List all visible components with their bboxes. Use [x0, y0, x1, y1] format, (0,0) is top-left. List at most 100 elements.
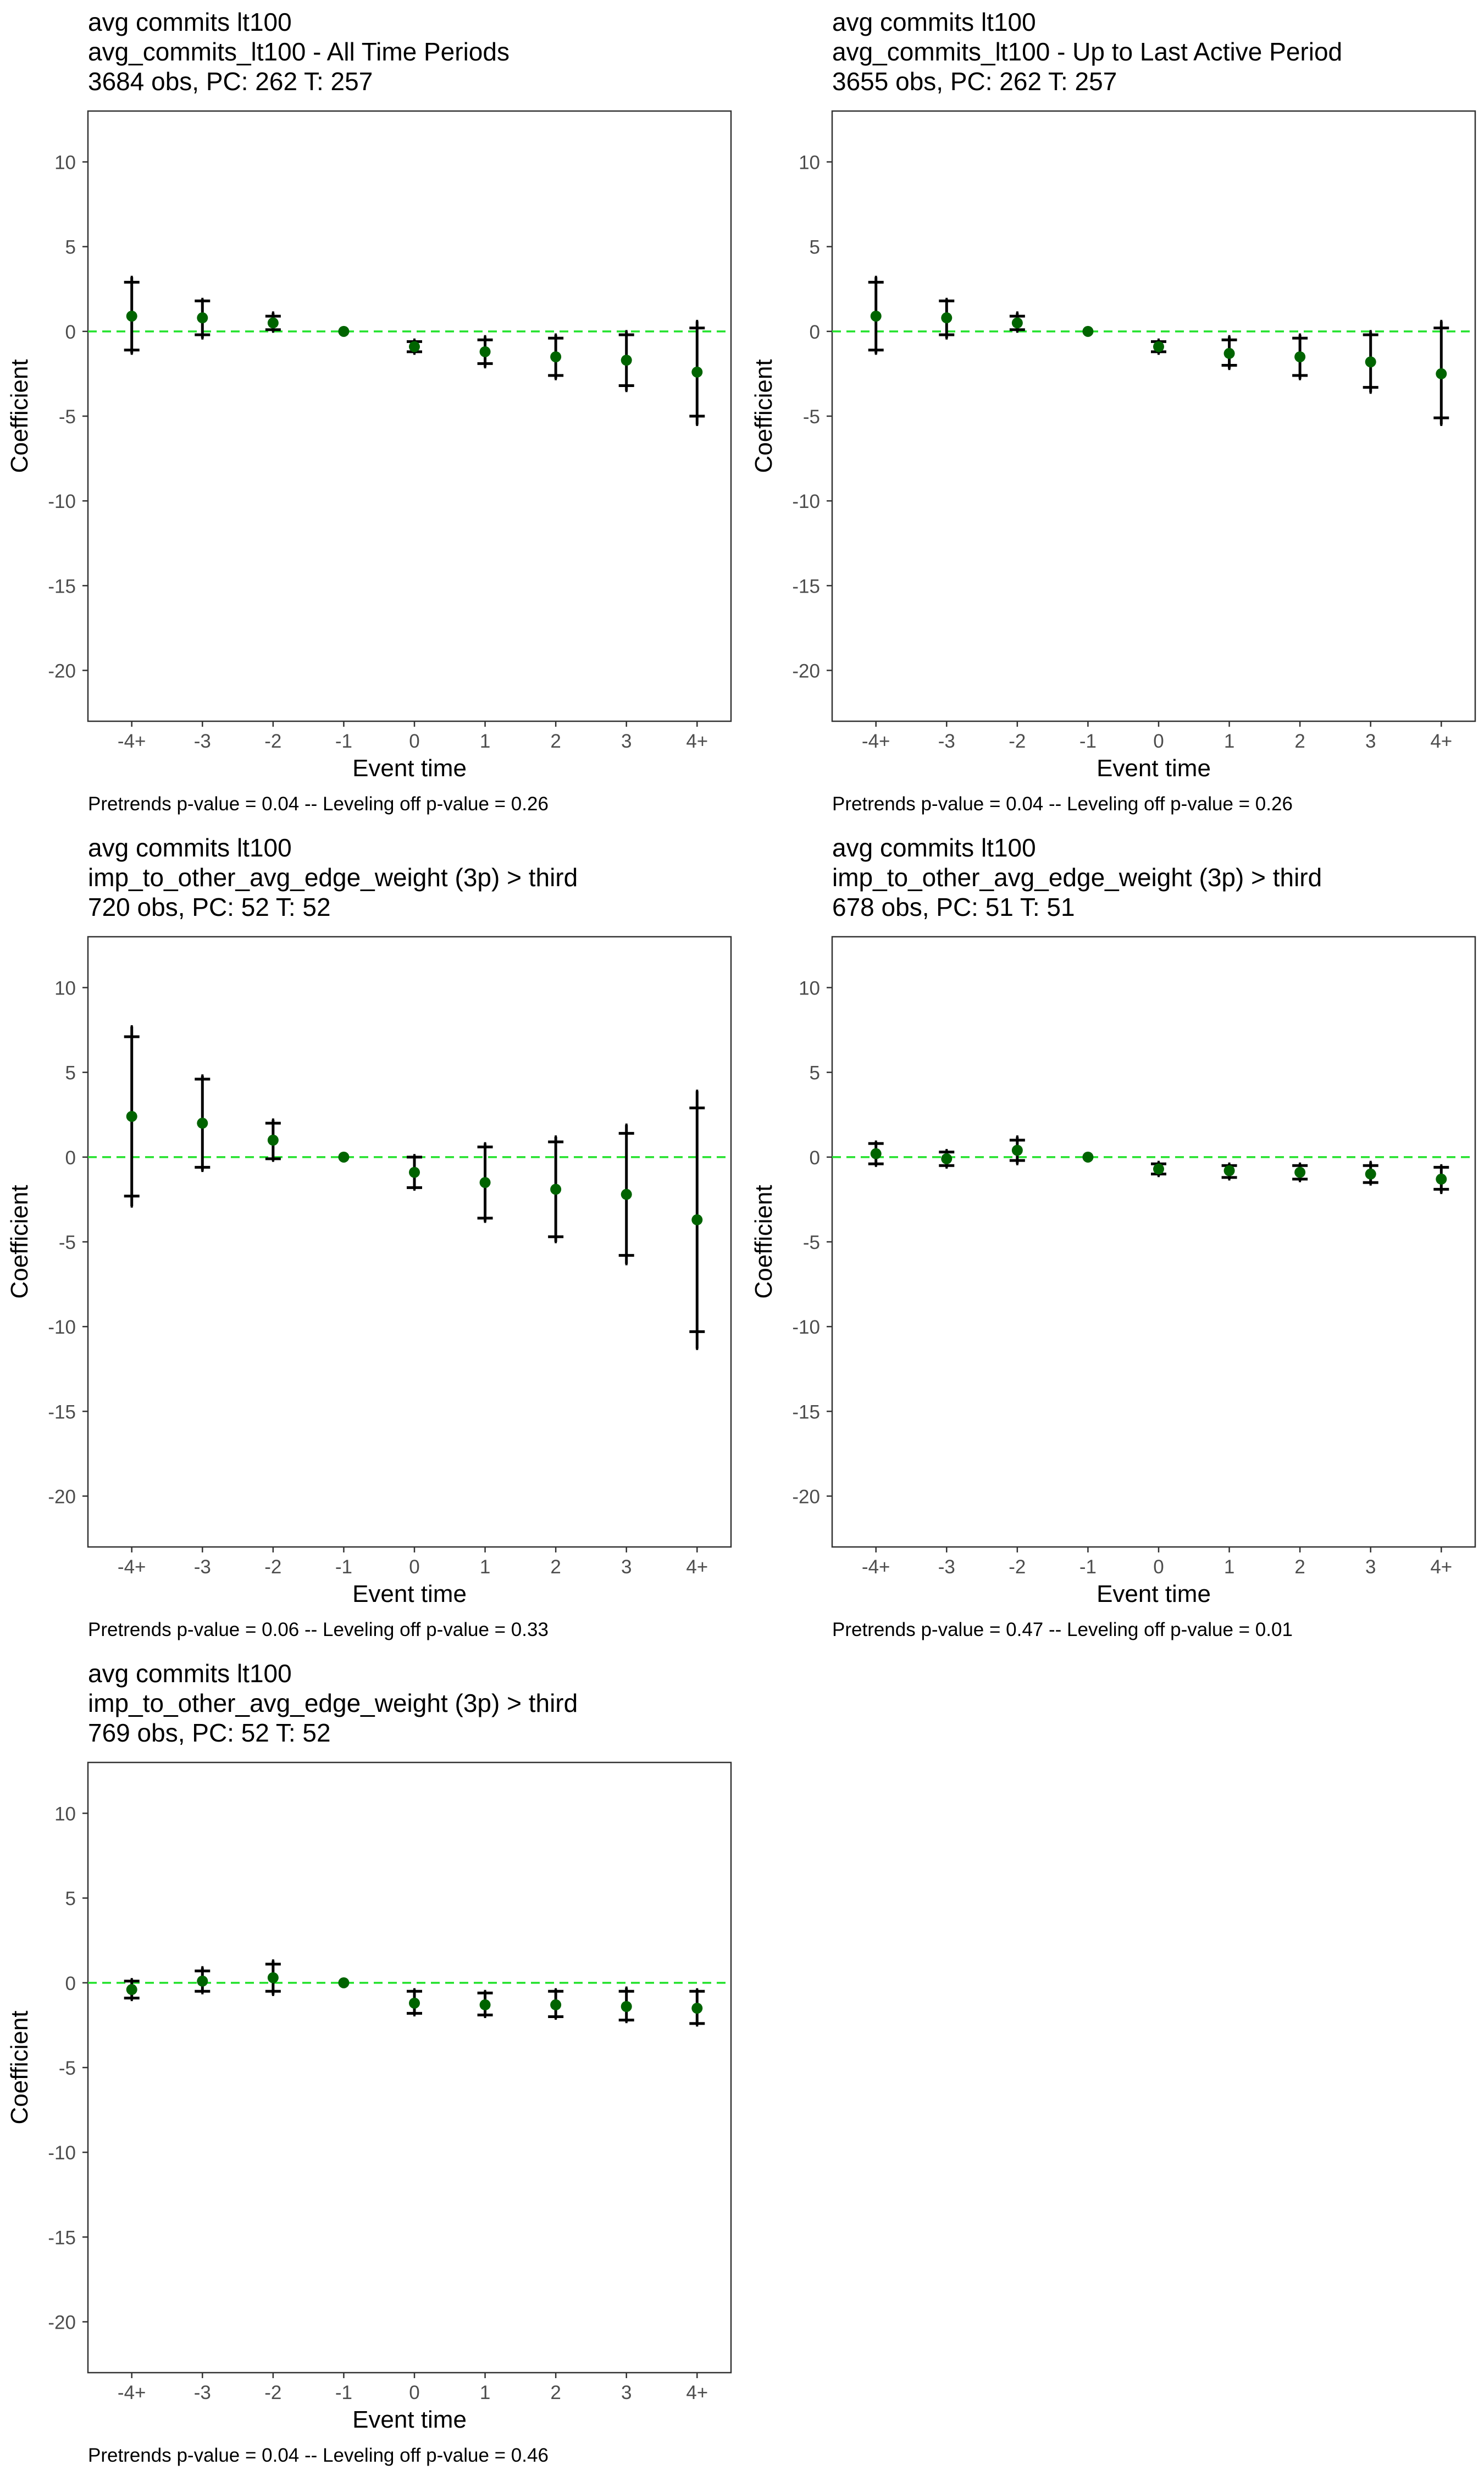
y-tick-label: -10: [792, 491, 820, 512]
x-tick-label: 3: [621, 2382, 632, 2403]
x-tick-label: -3: [938, 1556, 955, 1578]
y-tick-label: 10: [54, 978, 76, 999]
x-tick-label: 3: [1365, 1556, 1376, 1578]
coefficient-point: [1011, 1145, 1023, 1156]
coefficient-point: [197, 1975, 208, 1987]
chart-title-line-3: 3655 obs, PC: 262 T: 257: [832, 67, 1117, 96]
x-tick-label: 2: [550, 1556, 561, 1578]
coefficient-point: [550, 351, 562, 363]
x-tick-label: 3: [621, 731, 632, 752]
coefficient-point: [941, 312, 953, 324]
y-tick-label: -5: [803, 1232, 820, 1253]
x-tick-label: 0: [409, 731, 419, 752]
x-tick-label: -3: [194, 2382, 211, 2403]
coefficient-point: [691, 2003, 703, 2014]
coefficient-point: [1153, 341, 1164, 352]
coefficient-point: [691, 366, 703, 378]
coefficient-point: [267, 1972, 279, 1983]
chart-title-line-3: 678 obs, PC: 51 T: 51: [832, 893, 1075, 921]
y-tick-label: -10: [48, 491, 76, 512]
x-tick-label: 2: [550, 731, 561, 752]
x-tick-label: 0: [1153, 731, 1164, 752]
plot-area: [87, 936, 732, 1548]
y-tick-label: 5: [65, 237, 76, 258]
coefficient-point: [1365, 356, 1376, 368]
x-tick-label: -4+: [118, 2382, 146, 2403]
x-axis-title: Event time: [352, 2406, 467, 2433]
x-tick-label: -1: [335, 731, 352, 752]
x-tick-label: 1: [1224, 731, 1234, 752]
chart-title-line-3: 720 obs, PC: 52 T: 52: [88, 893, 331, 921]
x-tick-label: -2: [264, 2382, 281, 2403]
coefficient-point: [1223, 1165, 1235, 1176]
chart-svg: avg commits lt100imp_to_other_avg_edge_w…: [6, 1659, 732, 2466]
x-tick-label: -2: [1009, 731, 1026, 752]
coefficient-point: [126, 1984, 137, 1996]
y-axis-title: Coefficient: [6, 359, 33, 473]
coefficient-point: [1153, 1163, 1164, 1175]
x-tick-label: 1: [480, 1556, 490, 1578]
chart-panel-2: avg commits lt100 avg_commits_lt100 - Up …: [744, 0, 1484, 825]
x-tick-label: 4+: [686, 1556, 708, 1578]
x-tick-label: 4+: [686, 731, 708, 752]
y-tick-label: 0: [65, 1973, 76, 1994]
coefficient-point: [1082, 325, 1094, 337]
coefficient-point: [338, 325, 350, 337]
x-tick-label: 4+: [686, 2382, 708, 2403]
chart-panel-4: avg commits lt100 imp_to_other_avg_edge_w…: [744, 826, 1484, 1650]
x-tick-label: 0: [1153, 1556, 1164, 1578]
coefficient-point: [409, 1997, 420, 2009]
coefficient-point: [1223, 347, 1235, 359]
chart-title-line-3: 3684 obs, PC: 262 T: 257: [88, 67, 373, 96]
y-tick-label: -20: [48, 2312, 76, 2334]
x-tick-label: 4+: [1430, 1556, 1452, 1578]
chart-title-line-2: imp_to_other_avg_edge_weight (3p) > thir…: [832, 863, 1322, 892]
y-tick-label: 10: [54, 1804, 76, 1825]
x-tick-label: 2: [1294, 731, 1305, 752]
chart-title-line-1: avg commits lt100: [88, 1659, 292, 1688]
chart-panel-3: avg commits lt100 imp_to_other_avg_edge_w…: [0, 826, 742, 1650]
chart-title-line-1: avg commits lt100: [832, 833, 1036, 862]
p-value-footnote: Pretrends p-value = 0.04 -- Leveling off…: [88, 2445, 549, 2466]
x-tick-label: -1: [335, 1556, 352, 1578]
coefficient-point: [126, 311, 137, 322]
y-tick-label: -20: [792, 661, 820, 682]
coefficient-point: [197, 1118, 208, 1129]
plot-area: [87, 110, 732, 722]
coefficient-point: [550, 1184, 562, 1195]
y-tick-label: 5: [810, 1063, 820, 1084]
coefficient-point: [621, 2001, 632, 2012]
y-tick-label: -15: [792, 1401, 820, 1423]
y-tick-label: -5: [59, 2058, 76, 2079]
chart-title-line-1: avg commits lt100: [832, 8, 1036, 36]
x-tick-label: -3: [194, 731, 211, 752]
chart-title-line-2: avg_commits_lt100 - Up to Last Active Pe…: [832, 37, 1342, 66]
y-tick-label: 0: [65, 322, 76, 343]
coefficient-point: [267, 1135, 279, 1146]
coefficient-point: [1294, 351, 1306, 363]
x-tick-label: -2: [1009, 1556, 1026, 1578]
x-tick-label: -3: [194, 1556, 211, 1578]
coefficient-point: [1365, 1168, 1376, 1180]
chart-panel-1: avg commits lt100 avg_commits_lt100 - All…: [0, 0, 742, 825]
x-tick-label: 3: [1365, 731, 1376, 752]
y-tick-label: 5: [810, 237, 820, 258]
y-tick-label: -5: [59, 1232, 76, 1253]
y-tick-label: -10: [48, 2142, 76, 2164]
y-axis-title: Coefficient: [750, 359, 777, 473]
coefficient-point: [870, 311, 882, 322]
coefficient-point: [621, 1189, 632, 1200]
x-tick-label: 1: [480, 2382, 490, 2403]
y-tick-label: -5: [803, 406, 820, 428]
y-tick-label: 10: [799, 978, 820, 999]
chart-title-line-3: 769 obs, PC: 52 T: 52: [88, 1718, 331, 1747]
p-value-footnote: Pretrends p-value = 0.47 -- Leveling off…: [832, 1619, 1293, 1640]
y-tick-label: 10: [799, 152, 820, 174]
p-value-footnote: Pretrends p-value = 0.04 -- Leveling off…: [832, 793, 1293, 815]
x-axis-title: Event time: [352, 755, 467, 782]
y-tick-label: 10: [54, 152, 76, 174]
coefficient-point: [197, 312, 208, 324]
x-axis-title: Event time: [352, 1580, 467, 1607]
